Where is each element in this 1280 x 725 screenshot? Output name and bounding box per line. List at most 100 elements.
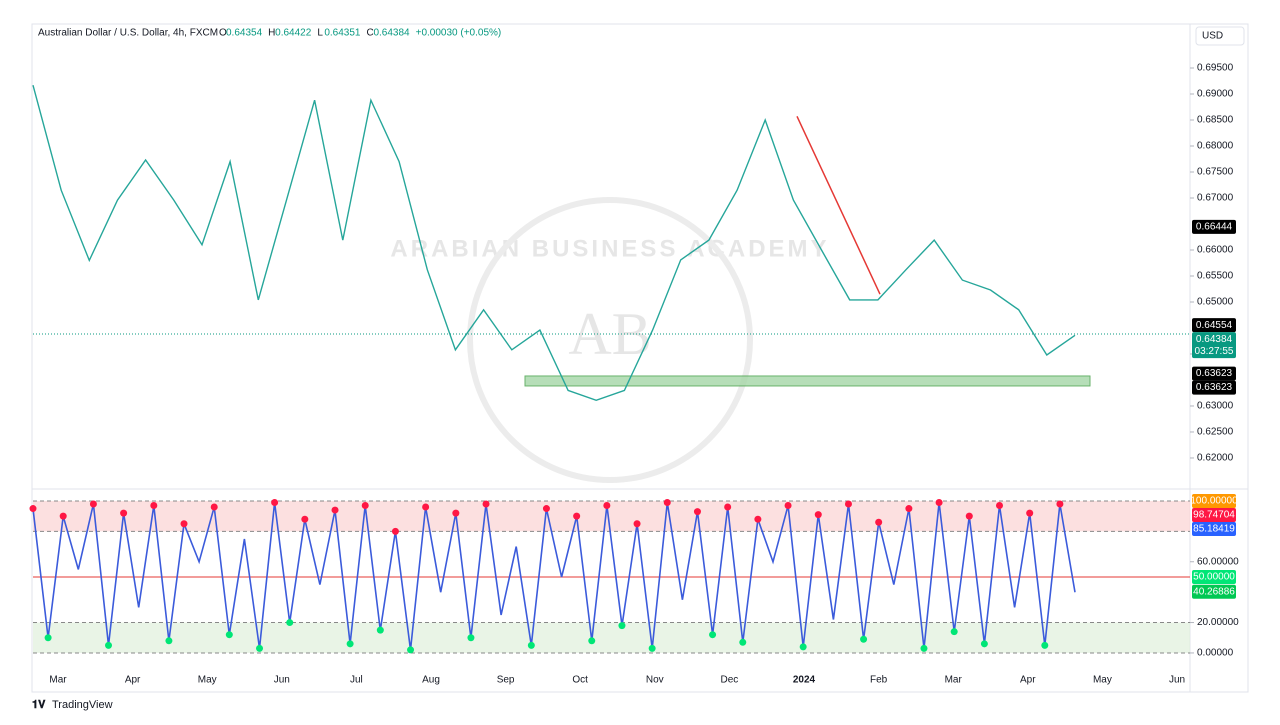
x-tick-label: Jun [274, 675, 290, 686]
high-dot [814, 511, 822, 519]
low-dot [920, 644, 928, 652]
high-dot [542, 505, 550, 513]
high-dot [965, 512, 973, 520]
high-dot [29, 505, 37, 513]
x-tick-label: Sep [497, 675, 515, 686]
x-tick-label: Apr [125, 675, 141, 686]
price-tag [1192, 493, 1236, 508]
x-tick-label: Aug [422, 675, 440, 686]
low-dot [286, 619, 294, 627]
low-dot [799, 643, 807, 651]
y-tick-label: 0.68000 [1197, 141, 1234, 152]
low-dot [376, 626, 384, 634]
high-dot [422, 503, 430, 511]
high-dot [271, 498, 279, 506]
footer-logo: 𝟏𝐕 [32, 699, 46, 711]
y-tick-label: 0.69000 [1197, 89, 1234, 100]
x-tick-label: May [198, 675, 217, 686]
watermark-ring [467, 197, 753, 483]
high-dot [905, 505, 913, 513]
y-tick-label: 0.67500 [1197, 167, 1234, 178]
high-dot [59, 512, 67, 520]
ohlc-label: C [366, 28, 373, 39]
x-tick-label: Nov [646, 675, 664, 686]
high-dot [452, 509, 460, 517]
y-tick-label: 0.65000 [1197, 297, 1234, 308]
price-tag [1192, 332, 1236, 359]
low-dot [618, 622, 626, 630]
price-tag-label: 85.18419 [1193, 524, 1235, 535]
price-tag [1192, 318, 1236, 333]
y-tick-label: 20.00000 [1197, 617, 1239, 628]
x-tick-label: Dec [721, 675, 739, 686]
currency-box[interactable] [1195, 26, 1245, 46]
y-tick-label: 0.66000 [1197, 245, 1234, 256]
footer-brand[interactable]: TradingView [52, 699, 113, 711]
price-tag [1192, 569, 1236, 584]
price-tag [1192, 521, 1236, 536]
low-dot [980, 640, 988, 648]
y-tick-label: 0.67000 [1197, 193, 1234, 204]
x-tick-label: Apr [1020, 675, 1036, 686]
high-dot [603, 502, 611, 510]
ohlc-value: 0.64354 [226, 28, 263, 39]
low-dot [165, 637, 173, 645]
high-dot [361, 502, 369, 510]
ohlc-label: H [268, 28, 275, 39]
watermark-text: ARABIAN BUSINESS ACADEMY [390, 235, 829, 262]
low-dot [950, 628, 958, 636]
high-dot [693, 508, 701, 516]
x-tick-label: Jul [350, 675, 363, 686]
price-tag-label: 0.64554 [1196, 320, 1233, 331]
low-dot [467, 634, 475, 642]
band [33, 500, 1190, 532]
high-dot [724, 503, 732, 511]
low-dot [225, 631, 233, 639]
series-line [32, 85, 1076, 402]
high-dot [754, 515, 762, 523]
low-dot [346, 640, 354, 648]
low-dot [1041, 641, 1049, 649]
symbol-title[interactable]: Australian Dollar / U.S. Dollar, 4h, FXC… [38, 28, 218, 39]
price-tag [1192, 219, 1236, 234]
x-tick-label: May [1093, 675, 1112, 686]
ohlc-label: O [219, 28, 227, 39]
price-tag-timer: 03:27:55 [1195, 346, 1234, 357]
high-dot [120, 509, 128, 517]
low-dot [860, 635, 868, 643]
price-tag [1192, 380, 1236, 395]
support-zone [524, 375, 1091, 387]
low-dot [648, 644, 656, 652]
y-tick-label: 0.00000 [1197, 648, 1234, 659]
high-dot [784, 502, 792, 510]
price-tag [1192, 366, 1236, 381]
band [33, 622, 1190, 653]
high-dot [875, 518, 883, 526]
price-tag-label: 98.74704 [1193, 510, 1235, 521]
price-tag-label: 0.63623 [1196, 368, 1233, 379]
low-dot [407, 646, 415, 654]
currency[interactable]: USD [1202, 31, 1223, 42]
high-dot [995, 502, 1003, 510]
y-tick-label: 0.62500 [1197, 427, 1234, 438]
high-dot [89, 500, 97, 508]
high-dot [482, 500, 490, 508]
low-dot [709, 631, 717, 639]
x-tick-label: Mar [49, 675, 67, 686]
y-tick-label: 60.00000 [1197, 556, 1239, 567]
price-tag-label: 0.63623 [1196, 382, 1233, 393]
y-tick-label: 0.68500 [1197, 115, 1234, 126]
ohlc-value: 0.64422 [275, 28, 312, 39]
price-tag [1192, 584, 1236, 599]
high-dot [935, 498, 943, 506]
high-dot [301, 515, 309, 523]
high-dot [1026, 509, 1034, 517]
x-tick-label: 2024 [793, 675, 816, 686]
price-tag-label: 0.64384 [1196, 334, 1233, 345]
ohlc-value: 0.64351 [324, 28, 361, 39]
price-tag-label: 50.00000 [1193, 572, 1235, 583]
low-dot [44, 634, 52, 642]
high-dot [210, 503, 218, 511]
